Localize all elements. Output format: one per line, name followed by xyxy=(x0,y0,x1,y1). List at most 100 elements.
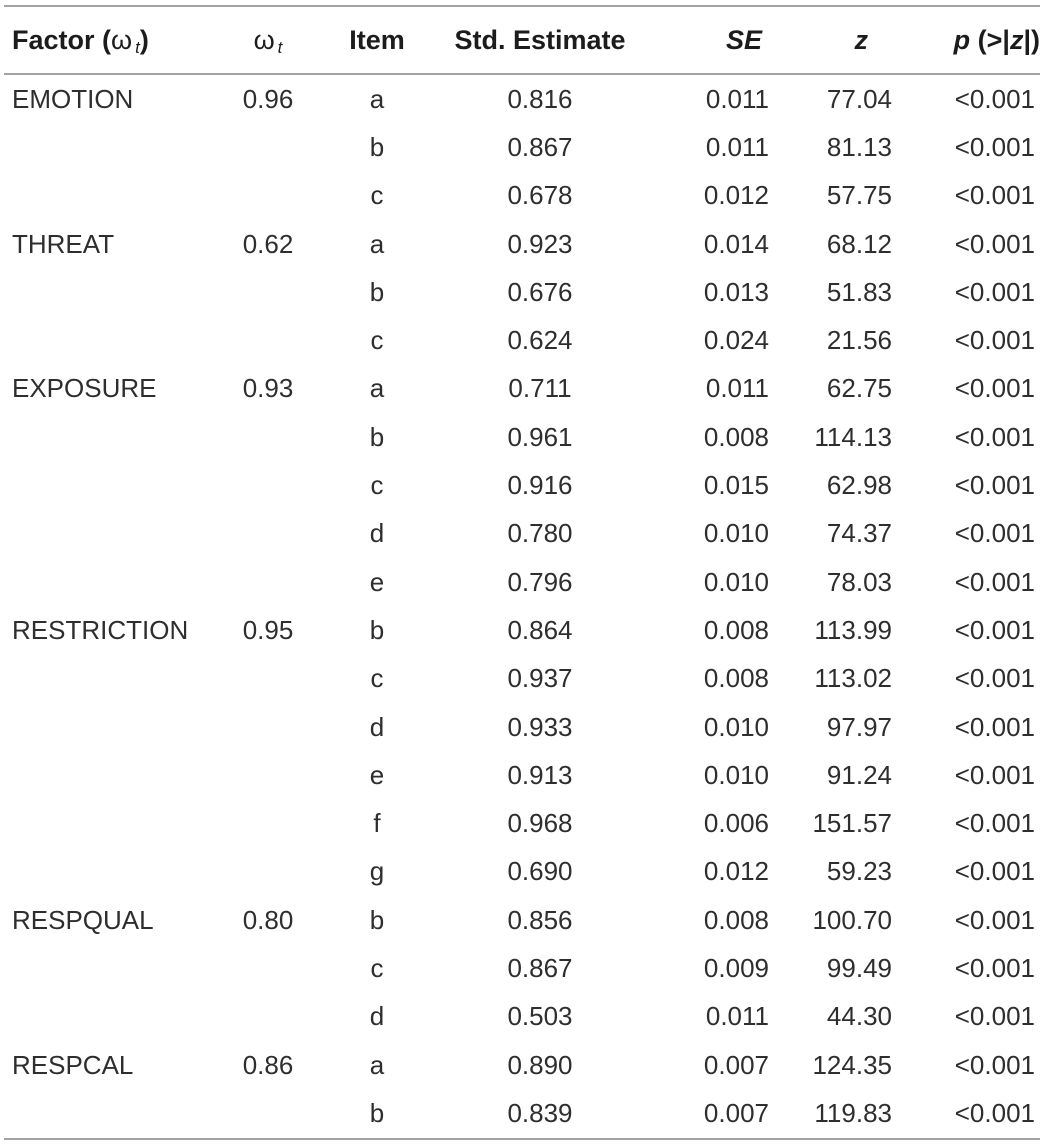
omega-cell xyxy=(216,123,320,171)
column-header-std-estimate: Std. Estimate xyxy=(454,24,626,55)
item-cell: c xyxy=(370,180,384,211)
item-cell: b xyxy=(369,421,385,452)
omega-cell: 0.62 xyxy=(242,228,294,259)
omega-cell: 0.86 xyxy=(242,1049,294,1080)
table-row: c 0.678 0.012 57.75 <0.001 xyxy=(4,172,1040,220)
item-cell: a xyxy=(369,373,385,404)
factor-header-prefix: Factor ( xyxy=(12,24,112,55)
factor-cell xyxy=(4,993,216,1041)
item-cell: b xyxy=(369,904,385,935)
estimate-cell: 0.867 xyxy=(507,952,573,983)
omega-cell xyxy=(216,510,320,558)
p-cell: <0.001 xyxy=(954,663,1035,694)
item-cell: a xyxy=(369,228,385,259)
factor-cell xyxy=(4,268,216,316)
se-cell: 0.024 xyxy=(703,325,769,356)
table-row: d 0.780 0.010 74.37 <0.001 xyxy=(4,510,1040,558)
p-cell: <0.001 xyxy=(954,83,1035,114)
factor-cell xyxy=(4,461,216,509)
factor-cell xyxy=(4,799,216,847)
estimate-cell: 0.933 xyxy=(507,711,573,742)
estimate-cell: 0.856 xyxy=(507,904,573,935)
table-row: EMOTION 0.96 a 0.816 0.011 77.04 <0.001 xyxy=(4,74,1040,123)
estimate-cell: 0.867 xyxy=(507,131,573,162)
omega-cell xyxy=(216,413,320,461)
p-cell: <0.001 xyxy=(954,1001,1035,1032)
item-cell: d xyxy=(369,1001,385,1032)
estimate-cell: 0.711 xyxy=(508,373,572,404)
se-cell: 0.011 xyxy=(705,373,769,404)
se-cell: 0.012 xyxy=(703,856,769,887)
column-header-factor: Factor (ω t) xyxy=(4,6,216,74)
item-cell: c xyxy=(370,325,384,356)
omega-cell xyxy=(216,944,320,992)
table-row: e 0.913 0.010 91.24 <0.001 xyxy=(4,751,1040,799)
estimate-cell: 0.780 xyxy=(507,518,573,549)
item-cell: g xyxy=(369,856,385,887)
se-cell: 0.010 xyxy=(703,711,769,742)
omega-subscript: t xyxy=(277,37,283,57)
se-cell: 0.007 xyxy=(703,1097,769,1128)
omega-cell xyxy=(216,316,320,364)
table-row: RESTRICTION 0.95 b 0.864 0.008 113.99 <0.001 xyxy=(4,606,1040,654)
z-cell: 97.97 xyxy=(826,711,892,742)
z-cell: 124.35 xyxy=(812,1049,892,1080)
table-row: b 0.867 0.011 81.13 <0.001 xyxy=(4,123,1040,171)
estimate-cell: 0.678 xyxy=(507,180,573,211)
item-cell: d xyxy=(369,711,385,742)
se-cell: 0.008 xyxy=(703,421,769,452)
factor-cell xyxy=(4,703,216,751)
omega-subscript: t xyxy=(135,37,140,57)
omega-cell: 0.96 xyxy=(242,83,294,114)
p-symbol: p xyxy=(953,24,971,55)
estimate-cell: 0.503 xyxy=(507,1001,573,1032)
z-cell: 99.49 xyxy=(826,952,892,983)
p-cell: <0.001 xyxy=(954,759,1035,790)
estimate-cell: 0.913 xyxy=(507,759,573,790)
omega-cell xyxy=(216,799,320,847)
item-cell: b xyxy=(369,131,385,162)
omega-cell: 0.93 xyxy=(242,373,294,404)
table-row: e 0.796 0.010 78.03 <0.001 xyxy=(4,558,1040,606)
factor-cell xyxy=(4,123,216,171)
item-cell: c xyxy=(370,952,384,983)
table-row: RESPCAL 0.86 a 0.890 0.007 124.35 <0.001 xyxy=(4,1041,1040,1089)
z-cell: 119.83 xyxy=(814,1097,892,1128)
omega-cell xyxy=(216,172,320,220)
table-row: c 0.916 0.015 62.98 <0.001 xyxy=(4,461,1040,509)
table-row: b 0.676 0.013 51.83 <0.001 xyxy=(4,268,1040,316)
se-cell: 0.008 xyxy=(703,614,769,645)
se-cell: 0.006 xyxy=(703,808,769,839)
z-cell: 57.75 xyxy=(826,180,892,211)
factor-cell: RESPQUAL xyxy=(12,904,154,935)
item-cell: c xyxy=(370,470,384,501)
se-cell: 0.013 xyxy=(703,276,769,307)
se-cell: 0.009 xyxy=(703,952,769,983)
table-row: RESPQUAL 0.80 b 0.856 0.008 100.70 <0.001 xyxy=(4,896,1040,944)
omega-cell xyxy=(216,848,320,896)
omega-cell: 0.95 xyxy=(242,614,294,645)
omega-cell xyxy=(216,655,320,703)
factor-cell xyxy=(4,848,216,896)
p-cell: <0.001 xyxy=(954,518,1035,549)
table-row: d 0.503 0.011 44.30 <0.001 xyxy=(4,993,1040,1041)
z-cell: 68.12 xyxy=(826,228,892,259)
estimate-cell: 0.890 xyxy=(507,1049,573,1080)
item-cell: e xyxy=(369,566,385,597)
p-cell: <0.001 xyxy=(954,808,1035,839)
factor-cell xyxy=(4,413,216,461)
estimate-cell: 0.937 xyxy=(507,663,573,694)
omega-cell xyxy=(216,461,320,509)
estimate-cell: 0.624 xyxy=(507,325,573,356)
table-row: f 0.968 0.006 151.57 <0.001 xyxy=(4,799,1040,847)
item-cell: c xyxy=(370,663,384,694)
z-cell: 74.37 xyxy=(826,518,892,549)
z-cell: 21.56 xyxy=(826,325,892,356)
estimate-cell: 0.676 xyxy=(507,276,573,307)
table-row: c 0.937 0.008 113.02 <0.001 xyxy=(4,655,1040,703)
omega-cell xyxy=(216,1089,320,1138)
